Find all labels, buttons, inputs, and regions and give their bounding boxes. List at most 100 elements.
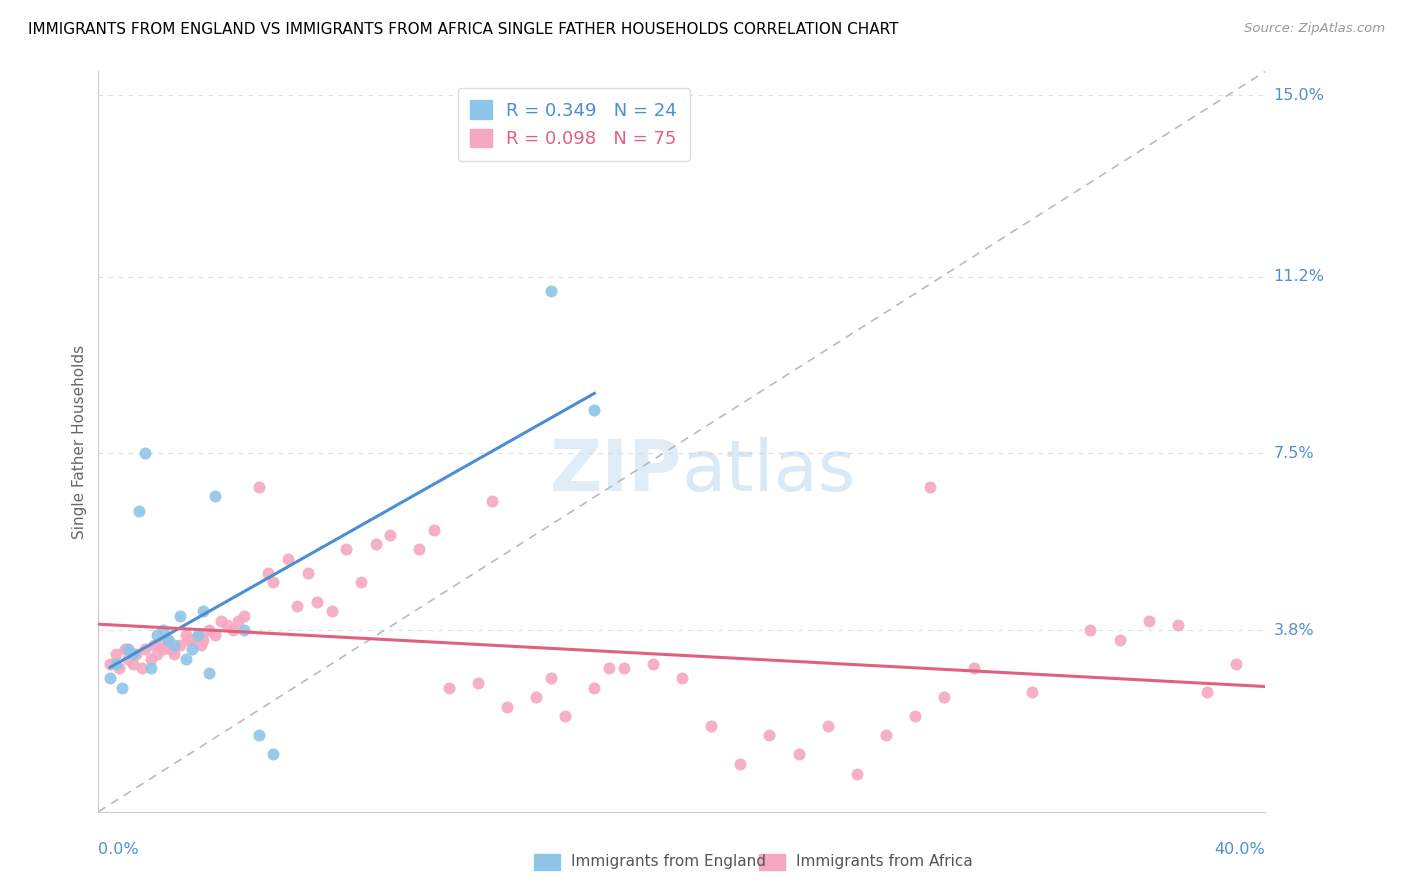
Point	[247, 480, 270, 494]
Point	[157, 632, 180, 647]
Point	[233, 608, 256, 623]
Point	[1137, 614, 1160, 628]
Point	[104, 647, 127, 661]
Point	[204, 628, 226, 642]
Point	[481, 494, 503, 508]
Point	[134, 446, 156, 460]
Point	[423, 523, 446, 537]
Point	[122, 647, 145, 661]
Point	[1080, 624, 1102, 638]
Point	[193, 632, 215, 647]
Point	[163, 638, 186, 652]
Point	[524, 690, 547, 704]
Point	[163, 647, 186, 661]
Text: IMMIGRANTS FROM ENGLAND VS IMMIGRANTS FROM AFRICA SINGLE FATHER HOUSEHOLDS CORRE: IMMIGRANTS FROM ENGLAND VS IMMIGRANTS FR…	[28, 22, 898, 37]
Point	[364, 537, 387, 551]
Point	[193, 604, 215, 618]
Point	[380, 527, 402, 541]
Point	[228, 614, 250, 628]
Point	[233, 624, 256, 638]
Point	[198, 666, 221, 681]
Point	[174, 652, 197, 666]
Text: atlas: atlas	[682, 437, 856, 506]
Point	[496, 699, 519, 714]
Point	[187, 628, 209, 642]
Point	[169, 608, 191, 623]
Point	[1021, 685, 1043, 699]
Point	[256, 566, 278, 580]
Point	[962, 661, 984, 675]
Point	[321, 604, 343, 618]
Point	[307, 594, 329, 608]
Point	[139, 652, 162, 666]
Point	[149, 638, 172, 652]
Point	[114, 642, 136, 657]
Point	[583, 681, 606, 695]
Point	[918, 480, 941, 494]
Point	[554, 709, 576, 723]
Text: 11.2%: 11.2%	[1274, 269, 1324, 285]
Point	[277, 551, 299, 566]
Point	[180, 642, 202, 657]
Point	[758, 728, 780, 742]
Point	[700, 719, 723, 733]
Point	[139, 661, 162, 675]
Point	[125, 647, 148, 661]
Point	[904, 709, 927, 723]
Point	[134, 642, 156, 657]
Point	[98, 657, 121, 671]
Point	[540, 284, 562, 298]
Text: 40.0%: 40.0%	[1215, 842, 1265, 857]
Point	[875, 728, 897, 742]
Text: 0.0%: 0.0%	[98, 842, 139, 857]
Point	[730, 756, 752, 771]
Point	[297, 566, 319, 580]
Point	[408, 541, 430, 556]
Point	[146, 628, 169, 642]
Point	[146, 647, 169, 661]
Point	[111, 681, 134, 695]
Point	[215, 618, 238, 632]
Point	[787, 747, 810, 762]
Point	[467, 675, 489, 690]
Text: Immigrants from England: Immigrants from England	[571, 855, 766, 869]
Point	[262, 575, 284, 590]
Point	[180, 632, 202, 647]
Legend: R = 0.349   N = 24, R = 0.098   N = 75: R = 0.349 N = 24, R = 0.098 N = 75	[457, 87, 690, 161]
Text: Source: ZipAtlas.com: Source: ZipAtlas.com	[1244, 22, 1385, 36]
Point	[335, 541, 357, 556]
Point	[187, 628, 209, 642]
Point	[583, 403, 606, 417]
Point	[160, 642, 183, 657]
Point	[98, 671, 121, 685]
Text: Immigrants from Africa: Immigrants from Africa	[796, 855, 973, 869]
Point	[177, 632, 200, 647]
Point	[157, 632, 180, 647]
Y-axis label: Single Father Households: Single Father Households	[72, 344, 87, 539]
Point	[221, 624, 243, 638]
Point	[350, 575, 373, 590]
Point	[1225, 657, 1247, 671]
Point	[117, 642, 139, 657]
Point	[152, 642, 174, 657]
Point	[1167, 618, 1189, 632]
Point	[128, 504, 150, 518]
Point	[612, 661, 634, 675]
Point	[817, 719, 839, 733]
Text: 15.0%: 15.0%	[1274, 87, 1324, 103]
Point	[190, 638, 212, 652]
Point	[142, 638, 165, 652]
Point	[104, 657, 127, 671]
Point	[117, 652, 139, 666]
Point	[671, 671, 693, 685]
Point	[641, 657, 664, 671]
Point	[285, 599, 308, 614]
Point	[247, 728, 270, 742]
Point	[169, 638, 191, 652]
Point	[122, 657, 145, 671]
Point	[598, 661, 620, 675]
Point	[1108, 632, 1130, 647]
Point	[108, 661, 131, 675]
Point	[198, 624, 221, 638]
Point	[437, 681, 460, 695]
